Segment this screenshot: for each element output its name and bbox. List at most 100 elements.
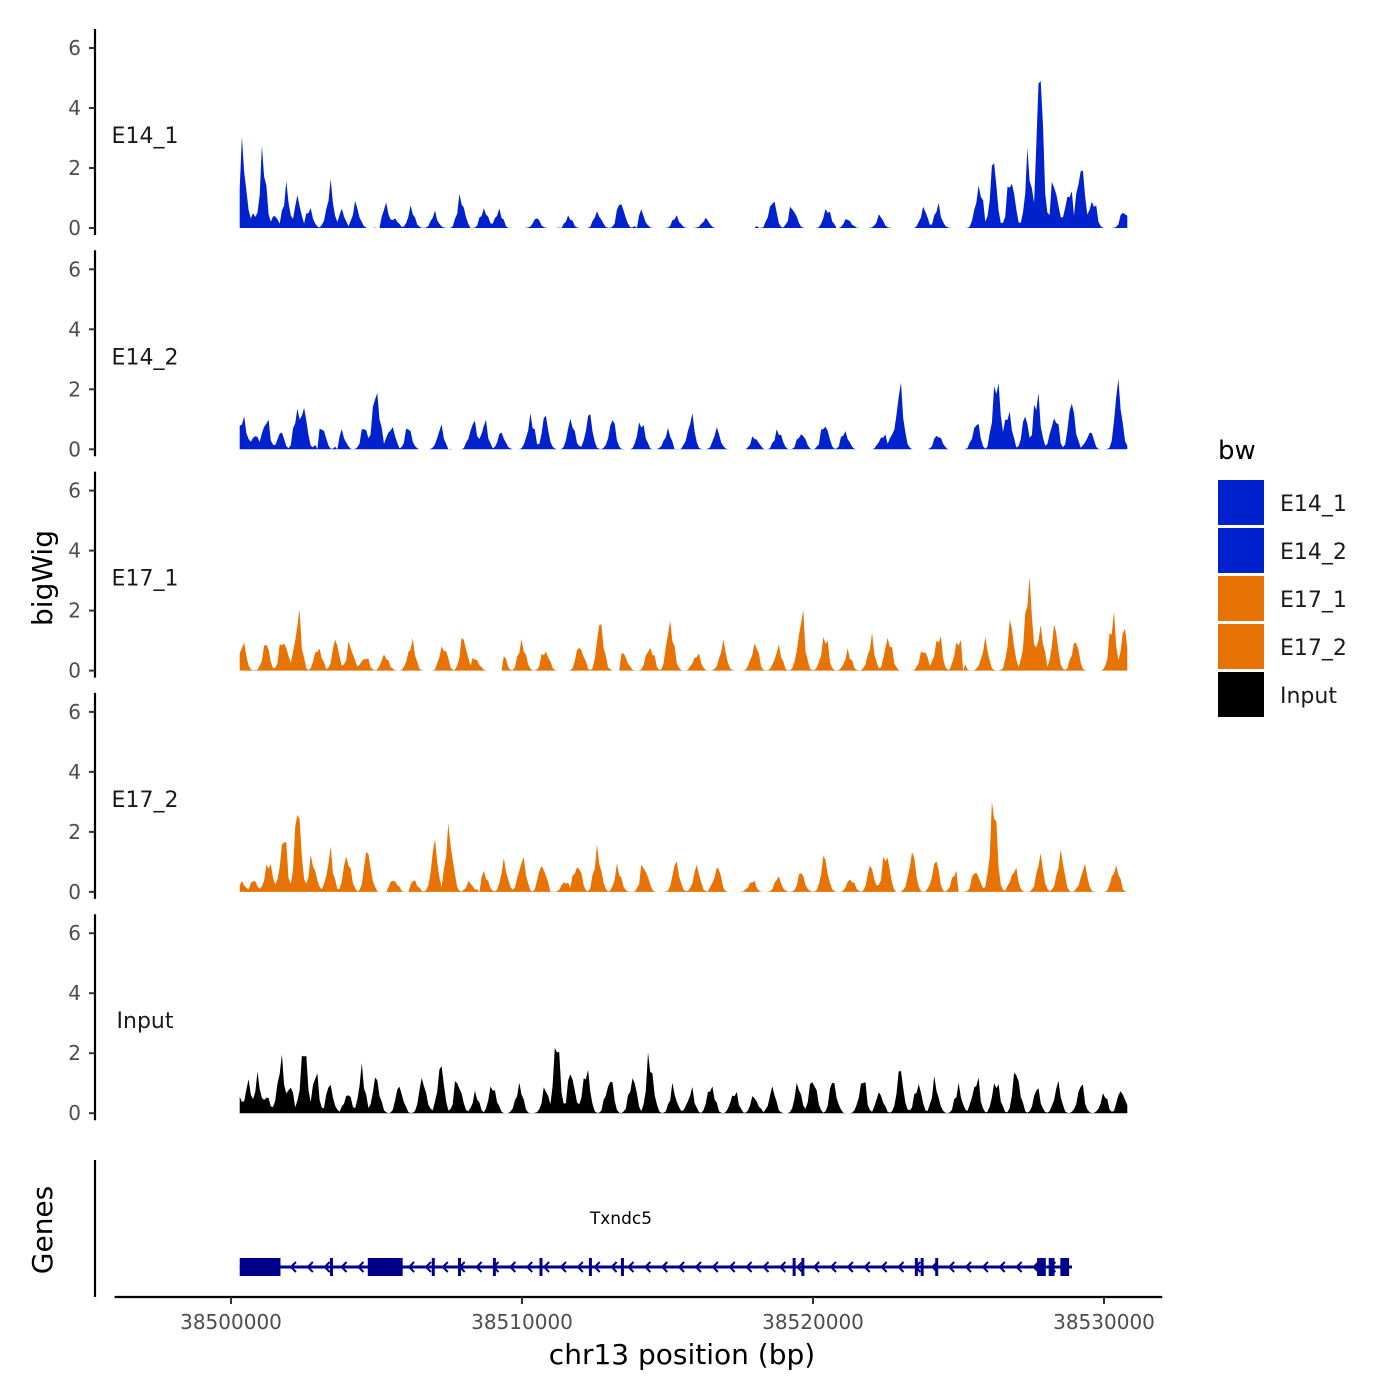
- strand-arrow: [357, 1261, 365, 1273]
- y-tick-label: 4: [68, 317, 81, 341]
- y-tick-label: 6: [68, 36, 81, 60]
- y-tick-label: 4: [68, 981, 81, 1005]
- legend-label: E17_2: [1280, 636, 1347, 661]
- y-tick-label: 0: [68, 659, 81, 683]
- y-tick-label: 2: [68, 156, 81, 180]
- legend-label: Input: [1280, 684, 1337, 709]
- strand-arrow: [829, 1261, 837, 1273]
- x-axis: 38500000 38510000 38520000 38530000: [114, 1295, 1163, 1334]
- gene-exon: [329, 1258, 333, 1276]
- y-tick-label: 2: [68, 377, 81, 401]
- track-label: E17_2: [112, 788, 179, 813]
- gene-exon: [914, 1258, 918, 1276]
- legend-key-E17_2: [1218, 624, 1264, 670]
- track-E17_2: 0 2 4 6 E17_2: [68, 692, 1128, 904]
- gene-exon: [801, 1258, 805, 1276]
- x-tick-label: 38500000: [180, 1310, 282, 1334]
- gene-exon: [620, 1258, 624, 1276]
- strand-arrow: [576, 1261, 584, 1273]
- y-tick-label: 2: [68, 1041, 81, 1065]
- y-tick-label: 0: [68, 1101, 81, 1125]
- strand-arrow: [306, 1261, 314, 1273]
- track-Input: 0 2 4 6 Input: [68, 914, 1128, 1125]
- gene-exon: [367, 1258, 403, 1276]
- gene-exon: [457, 1258, 461, 1276]
- genes-track: Genes Txndc5: [26, 1160, 1072, 1297]
- gene-exon: [1048, 1258, 1055, 1276]
- strand-arrow: [745, 1261, 753, 1273]
- y-tick-label: 6: [68, 479, 81, 503]
- legend-key-Input: [1218, 672, 1264, 718]
- gene-exon: [920, 1258, 924, 1276]
- strand-arrow: [981, 1261, 989, 1273]
- gene-exon: [935, 1258, 939, 1276]
- strand-arrow: [897, 1261, 905, 1273]
- y-tick-label: 6: [68, 257, 81, 281]
- strand-arrow: [1032, 1261, 1040, 1273]
- y-tick-label: 6: [68, 921, 81, 945]
- signal-area-E17_1: [239, 577, 1128, 671]
- y-tick-label: 2: [68, 820, 81, 844]
- legend-label: E14_2: [1280, 540, 1347, 565]
- legend-label: E14_1: [1280, 492, 1347, 517]
- strand-arrow: [340, 1261, 348, 1273]
- strand-arrow: [762, 1261, 770, 1273]
- genes-track-title: Genes: [26, 1186, 59, 1274]
- gene-exon: [239, 1258, 281, 1276]
- track-label: E14_2: [112, 345, 179, 370]
- strand-arrow: [778, 1261, 787, 1273]
- strand-arrow: [694, 1261, 702, 1273]
- strand-arrow: [542, 1261, 550, 1273]
- strand-arrow: [424, 1261, 432, 1273]
- track-E14_1: 0 2 4 6 E14_1: [68, 29, 1128, 240]
- gene-exon: [539, 1258, 543, 1276]
- strand-arrow: [795, 1261, 803, 1273]
- legend-title: bw: [1218, 436, 1256, 466]
- gene-exon: [431, 1258, 435, 1276]
- legend: bw E14_1 E14_2 E17_1 E17_2 Input: [1218, 436, 1347, 719]
- strand-arrow: [880, 1261, 888, 1273]
- gene-exon: [1060, 1258, 1070, 1276]
- x-tick-label: 38510000: [471, 1310, 573, 1334]
- strand-arrow: [610, 1261, 618, 1273]
- strand-arrow: [643, 1261, 652, 1273]
- y-tick-label: 0: [68, 880, 81, 904]
- y-tick-label: 4: [68, 96, 81, 120]
- strand-arrow: [525, 1261, 533, 1273]
- strand-arrow: [660, 1261, 668, 1273]
- strand-arrow: [728, 1261, 736, 1273]
- y-tick-label: 0: [68, 437, 81, 461]
- strand-arrow: [289, 1261, 297, 1273]
- gene-exon: [588, 1258, 592, 1276]
- y-tick-label: 2: [68, 599, 81, 623]
- signal-tracks: 0 2 4 6 E14_1 0 2 4 6 E14_2 0 2 4 6 E17_1 0 2 4 6 E17_2 0 2 4 6…: [68, 29, 1128, 1125]
- strand-arrow: [441, 1261, 449, 1273]
- strand-arrow: [593, 1261, 601, 1273]
- track-label: Input: [117, 1009, 174, 1034]
- legend-key-E17_1: [1218, 576, 1264, 622]
- strand-arrow: [323, 1261, 331, 1273]
- strand-arrow: [964, 1261, 972, 1273]
- gene-exon: [1037, 1258, 1046, 1276]
- legend-key-E14_1: [1218, 480, 1264, 526]
- strand-arrow: [998, 1261, 1006, 1273]
- gene-exon: [492, 1258, 496, 1276]
- signal-area-E17_2: [239, 801, 1128, 892]
- y-tick-label: 6: [68, 700, 81, 724]
- strand-arrow: [812, 1261, 820, 1273]
- legend-key-E14_2: [1218, 528, 1264, 574]
- gene-exon: [792, 1258, 796, 1276]
- gene-name-label: Txndc5: [589, 1209, 652, 1229]
- strand-arrow: [947, 1261, 955, 1273]
- y-tick-label: 4: [68, 539, 81, 563]
- strand-arrow: [407, 1261, 415, 1273]
- track-E14_2: 0 2 4 6 E14_2: [68, 250, 1128, 461]
- signal-area-E14_2: [239, 378, 1128, 450]
- y-tick-label: 0: [68, 216, 81, 240]
- strand-arrow: [1015, 1261, 1023, 1273]
- track-label: E17_1: [112, 567, 179, 592]
- x-tick-label: 38520000: [762, 1310, 864, 1334]
- strand-arrow: [711, 1261, 719, 1273]
- signal-area-Input: [239, 1047, 1128, 1114]
- y-axis-title: bigWig: [26, 530, 59, 626]
